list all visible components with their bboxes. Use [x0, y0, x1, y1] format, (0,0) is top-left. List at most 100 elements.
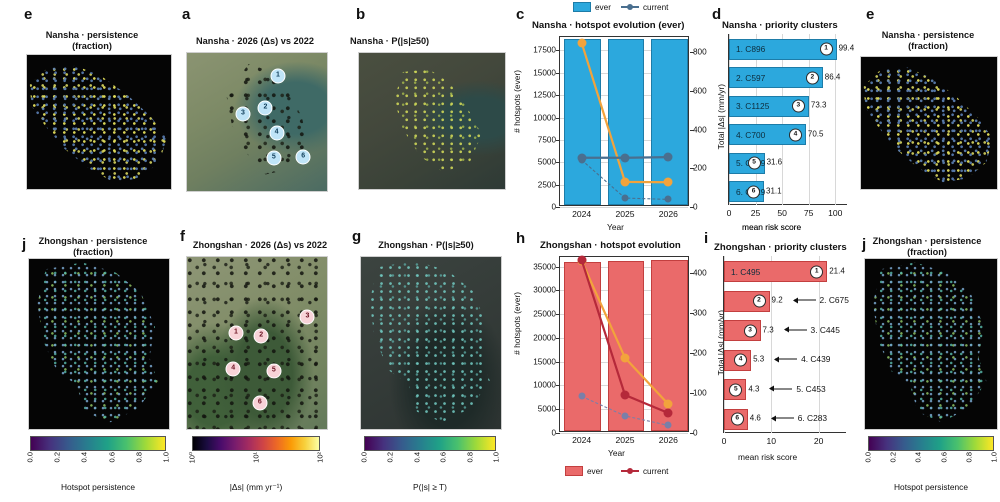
panel-letter-f: f [180, 228, 185, 245]
cluster-arrow-5 [770, 415, 794, 422]
panel-title-j-right-line1: Zhongshan · persistence [872, 236, 982, 246]
map-zhongshan-persistence-left [28, 258, 170, 430]
map-nansha-persistence-left [26, 54, 172, 190]
cluster-bar-3[interactable]: 4 [724, 349, 752, 371]
colorbar-tick: 0.8 [465, 452, 475, 463]
map-pin-3[interactable]: 3 [299, 309, 315, 325]
colorbar-tick: 1.0 [491, 452, 501, 463]
cluster-rank-badge-4: 5 [747, 156, 761, 170]
x-grid-line [782, 34, 784, 205]
map-nansha-probability [358, 52, 506, 190]
plot-area-c: 0 2500 5000 7500 10000 12500 15000 17500 0 200 400… [533, 36, 707, 219]
chart-title-i: Zhongshan · priority clusters [714, 242, 847, 253]
x-tick-label: 75 [803, 208, 814, 218]
y2-tick-mark [690, 52, 694, 54]
y2-tick-mark [690, 273, 694, 274]
panel-letter-b: b [356, 6, 365, 23]
map-pin-6[interactable]: 6 [252, 395, 268, 411]
colorbar-label-deltas: |Δs| (mm yr⁻¹) [229, 482, 283, 492]
y2-tick-mark [690, 207, 694, 208]
map-zhongshan-persistence-right [864, 258, 998, 430]
panel-title-e-left-line2: (fraction) [72, 41, 112, 51]
x-tick-label: 25 [750, 208, 761, 218]
y-tick-mark [556, 139, 560, 141]
axis-label-c-y2: Total |Δs| (mm/yr) [716, 84, 726, 150]
legend-swatch-ever [565, 466, 583, 476]
cluster-bar-0[interactable]: 1 1. C495 [724, 261, 828, 283]
cluster-bar-1[interactable]: 2 [724, 290, 770, 312]
x-grid-line [835, 34, 837, 205]
map-pin-5[interactable]: 5 [266, 363, 282, 379]
cluster-rank-badge-5: 6 [747, 185, 761, 199]
map-raster-speckle [863, 67, 993, 183]
x-grid-line [724, 256, 725, 433]
colorbar-tick: 0.4 [913, 452, 923, 463]
colorbar-ticks: 0.0 0.2 0.4 0.6 0.8 1.0 [26, 451, 171, 481]
map-raster-speckle [37, 262, 158, 423]
cluster-bar-5[interactable]: 6 [724, 408, 748, 430]
panel-title-b: Nansha · P(|s|≥50) [350, 36, 430, 46]
series-point-current-2 [664, 195, 672, 203]
map-pin-1[interactable]: 1 [228, 325, 244, 341]
colorbar-tick: 0.0 [863, 452, 873, 463]
y2-tick-mark [690, 353, 694, 354]
legend-label-current: current [642, 2, 669, 12]
map-pin-5[interactable]: 5 [266, 150, 282, 166]
cluster-rank-badge-5: 6 [730, 412, 744, 426]
cluster-label-4: 5. C453 [796, 383, 826, 394]
plot-area-i: 0 10 20 1 1. C495 21.4 2 9.2 2. C675 3 7.3 3. C445 4… [722, 256, 849, 446]
colorbar-gradient-viridis [868, 436, 994, 451]
series-point-total-deltas-current-0 [577, 255, 587, 265]
y2-tick-label: 300 [693, 308, 707, 318]
y2-tick-mark [690, 313, 694, 314]
cluster-rank-badge-3: 4 [734, 353, 748, 367]
cluster-bar-0[interactable]: 1 1. C896 [729, 38, 837, 60]
colorbar-tick: 0.4 [412, 452, 422, 463]
y-tick-label: 25000 [533, 309, 556, 319]
y2-tick-mark [690, 433, 694, 434]
series-point-current-0 [578, 392, 586, 400]
series-point-total-deltas-ever-1 [620, 177, 630, 187]
cluster-value-5: 31.1 [766, 186, 782, 196]
series-point-total-deltas-ever-1 [620, 353, 630, 363]
y2-tick-label: 200 [693, 163, 707, 173]
panel-letter-j-left: j [22, 236, 26, 253]
map-pin-2[interactable]: 2 [253, 328, 269, 344]
axis-label-c-y: # hotspots (ever) [512, 70, 522, 133]
y2-tick-mark [690, 129, 694, 131]
y-tick-label: 10000 [533, 113, 556, 123]
x-tick-label: 2024 [572, 209, 592, 219]
map-pin-6[interactable]: 6 [295, 149, 311, 164]
cluster-value-0: 21.4 [829, 266, 845, 276]
cluster-bar-5[interactable]: 66. C629 [729, 181, 765, 203]
cluster-bar-1[interactable]: 2 2. C597 [729, 67, 823, 89]
panel-letter-h: h [516, 230, 525, 247]
y-tick-label: 2500 [537, 180, 556, 190]
cluster-bar-2[interactable]: 3 [724, 320, 761, 342]
y2-tick-mark [690, 168, 694, 170]
cluster-label-2: 3. C1125 [736, 101, 770, 112]
map-pin-2[interactable]: 2 [257, 100, 273, 116]
cluster-bar-4[interactable]: 5 [724, 379, 747, 401]
y2-tick-label: 600 [693, 86, 707, 96]
colorbar-tick: 0.2 [52, 452, 62, 463]
map-pin-4[interactable]: 4 [225, 361, 241, 377]
colorbar-gradient-viridis [30, 436, 166, 451]
map-pin-4[interactable]: 4 [269, 125, 285, 141]
panel-title-e-right-line2: (fraction) [908, 41, 948, 51]
cluster-bar-3[interactable]: 4 4. C700 [729, 124, 806, 146]
panel-title-f: Zhongshan · 2026 (Δs) vs 2022 [192, 240, 328, 250]
series-point-total-deltas-ever-2 [663, 177, 673, 187]
panel-title-g: Zhongshan · P(|s|≥50) [378, 240, 474, 250]
cluster-bar-4[interactable]: 55. C689 [729, 152, 765, 174]
panel-letter-d: d [712, 6, 721, 23]
legend-label-ever: ever [587, 466, 603, 476]
map-raster-speckle [29, 65, 167, 183]
map-pin-3[interactable]: 3 [235, 106, 251, 122]
x-tick-label: 2025 [615, 435, 635, 445]
map-pin-1[interactable]: 1 [270, 68, 286, 84]
cluster-label-0: 1. C495 [731, 266, 761, 277]
series-point-total-deltas-ever-2 [663, 399, 673, 409]
colorbar-tick: 0.8 [964, 452, 974, 463]
cluster-bar-2[interactable]: 3 3. C1125 [729, 95, 809, 117]
